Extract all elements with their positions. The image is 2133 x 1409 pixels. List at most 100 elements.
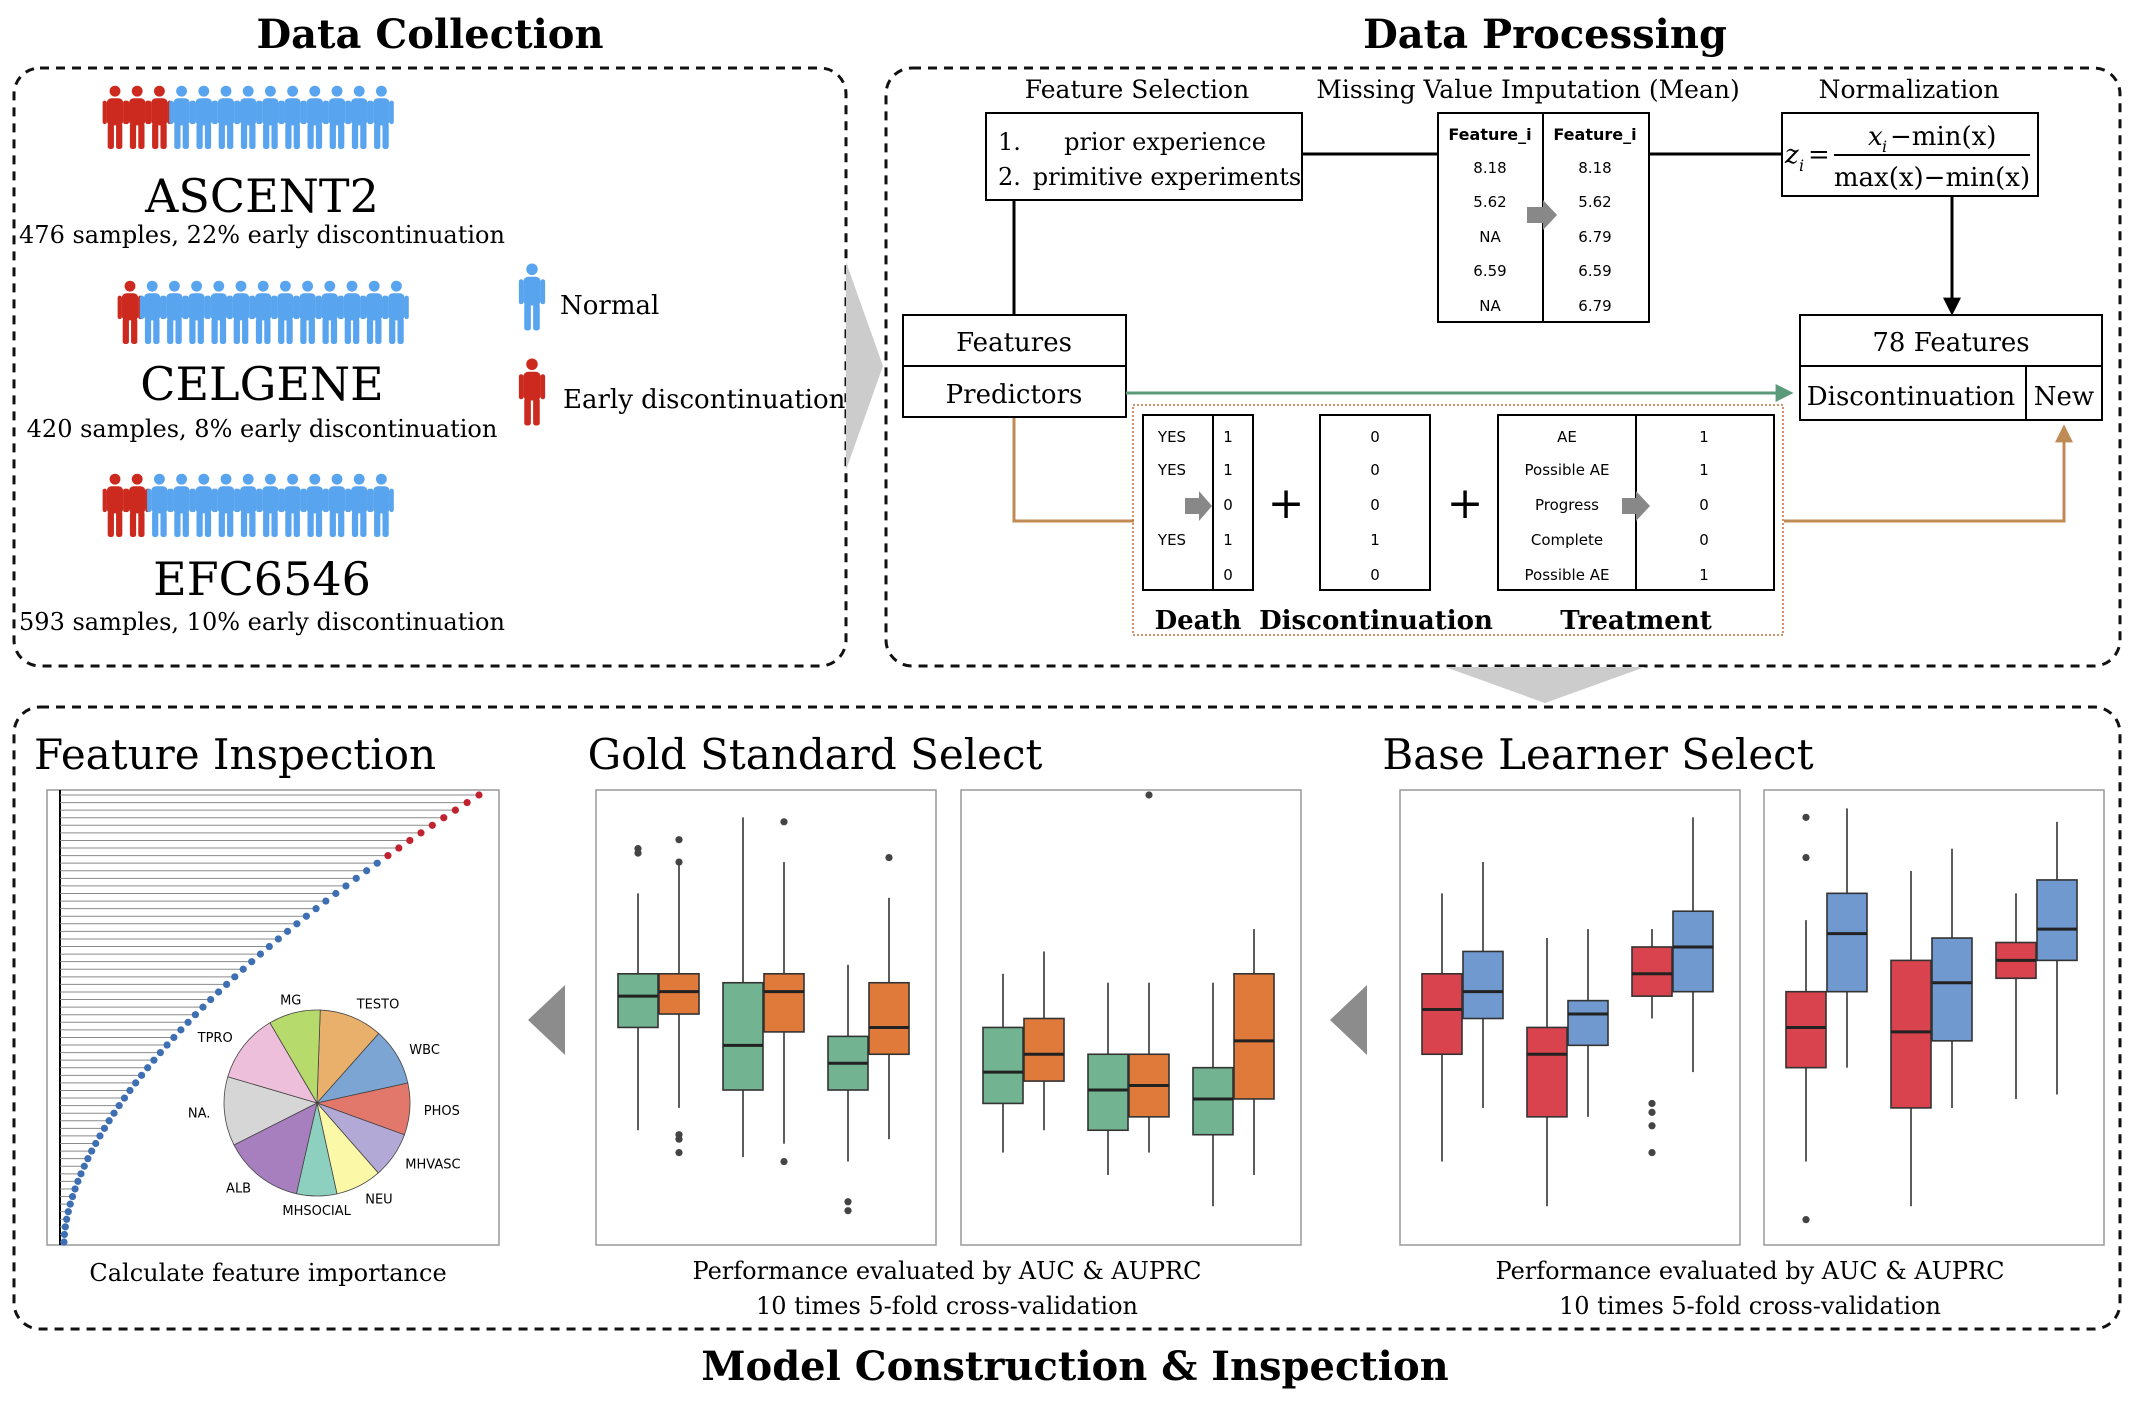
dataset-desc-efc6546: 593 samples, 10% early discontinuation (19, 608, 505, 636)
importance-point (222, 980, 231, 989)
importance-point (207, 995, 215, 1004)
importance-point (74, 1177, 82, 1185)
importance-point (342, 882, 350, 890)
importance-point (88, 1147, 96, 1155)
box-outlier (780, 818, 788, 826)
importance-point (256, 950, 265, 958)
treatment-rows: AE 1 Possible AE 1 Progress 0 Complete 0 Possibl… (1525, 428, 1709, 584)
box-outlier (675, 858, 683, 866)
feature-selection-title: Feature Selection (1025, 75, 1249, 104)
person-normal-icon (346, 473, 372, 537)
death-value-cell: 0 (1223, 496, 1233, 514)
base-boxplot-1 (1421, 817, 1714, 1207)
gold-standard-title: Gold Standard Select (588, 730, 1043, 779)
importance-point (322, 897, 330, 905)
pie-label: MHSOCIAL (282, 1204, 351, 1219)
person-early-icon (102, 473, 128, 537)
treatment-label: Treatment (1560, 606, 1712, 636)
imputation-before-cell: 5.62 (1473, 193, 1506, 211)
imputation-before-cell: NA (1479, 228, 1501, 246)
person-normal-icon (302, 85, 328, 149)
death-status-cell: YES (1157, 461, 1186, 479)
importance-point-top (384, 852, 392, 860)
pie-label: PHOS (424, 1104, 460, 1119)
person-normal-icon (169, 85, 194, 149)
importance-point (71, 1185, 79, 1193)
pie-label: TESTO (356, 998, 400, 1013)
person-normal-icon (250, 280, 276, 344)
legend-normal-label: Normal (560, 291, 659, 321)
importance-point (110, 1109, 118, 1117)
importance-point (239, 965, 247, 973)
box-red (1785, 990, 1827, 1069)
imputation-title: Missing Value Imputation (Mean) (1316, 75, 1740, 104)
person-early-icon (102, 85, 128, 149)
person-early-icon (124, 473, 150, 537)
person-normal-icon (361, 280, 387, 344)
importance-caption: Calculate feature importance (89, 1259, 446, 1287)
person-normal-icon (184, 280, 209, 344)
importance-point (231, 973, 239, 981)
person-normal-icon (258, 473, 283, 537)
flow-arrow-down (1445, 667, 1645, 703)
predictors-label: Predictors (946, 380, 1083, 410)
box-outlier (1648, 1122, 1656, 1130)
output-new-label: New (2034, 382, 2094, 412)
feature-inspection-title: Feature Inspection (34, 730, 436, 779)
treatment-status-cell: Possible AE (1525, 461, 1610, 479)
predictor-brown-arrow-out (1784, 424, 2073, 523)
collection-panel (12, 66, 848, 668)
importance-point-top (440, 814, 448, 822)
importance-point-top (406, 836, 414, 845)
label-construction-region (1132, 404, 1784, 636)
death-status-cell: YES (1157, 428, 1186, 446)
discontinuation-table (1319, 414, 1431, 591)
output-discontinuation-label: Discontinuation (1807, 382, 2016, 412)
importance-point (352, 874, 360, 882)
imputation-rows: 8.18 8.18 5.62 5.62 NA 6.79 6.59 6.59 NA 6.79 (1473, 159, 1611, 315)
box-orange (1023, 1017, 1065, 1082)
person-normal-icon (324, 473, 350, 537)
person-normal-icon (280, 85, 305, 149)
importance-point (373, 859, 381, 867)
base-caption-1: Performance evaluated by AUC & AUPRC (1496, 1257, 2005, 1285)
pie-label: MHVASC (405, 1157, 460, 1172)
fs-item-2-text: primitive experiments (1033, 163, 1302, 191)
box-outlier (675, 1131, 683, 1139)
pie-slice (223, 1076, 319, 1146)
treatment-arrow-icon (1622, 491, 1650, 521)
imputation-after-cell: 6.59 (1578, 262, 1611, 280)
person-normal-icon (206, 280, 232, 344)
person-normal-icon (213, 473, 239, 537)
legend-early-label: Early discontinuation (563, 385, 846, 415)
feature-selection-box (985, 112, 1303, 201)
feature-group-pie: TESTO WBC PHOS MHVASC NEU MHSOCIAL ALB NA. TPRO M… (188, 993, 461, 1219)
imputation-col1-header: Feature_i (1448, 125, 1531, 144)
box-blue (1826, 892, 1868, 993)
person-normal-icon (228, 280, 254, 344)
importance-point (132, 1079, 140, 1087)
person-normal-icon (369, 473, 394, 537)
death-status-cell: YES (1157, 531, 1186, 549)
dataset-name-celgene: CELGENE (140, 357, 383, 411)
normalization-title: Normalization (1819, 75, 2000, 104)
importance-point (214, 988, 223, 996)
person-early-icon (124, 85, 150, 149)
pie-label: WBC (409, 1043, 440, 1058)
fs-item-2-num: 2. (998, 163, 1021, 191)
base-learner-title: Base Learner Select (1382, 730, 1813, 779)
person-normal-icon (369, 85, 394, 149)
importance-point (77, 1170, 85, 1178)
norm-eq: = (1808, 140, 1830, 170)
death-value-cell: 0 (1223, 566, 1233, 584)
person-normal-icon (324, 85, 350, 149)
death-value-cell: 1 (1223, 531, 1233, 549)
box-orange (658, 972, 700, 1015)
person-normal-icon (235, 85, 261, 149)
person-normal-icon (295, 280, 320, 344)
imputation-before-cell: NA (1479, 297, 1501, 315)
person-normal-icon (162, 280, 187, 344)
importance-point (312, 905, 320, 913)
box-blue (2036, 879, 2078, 962)
flow-arrow-right (846, 262, 883, 470)
